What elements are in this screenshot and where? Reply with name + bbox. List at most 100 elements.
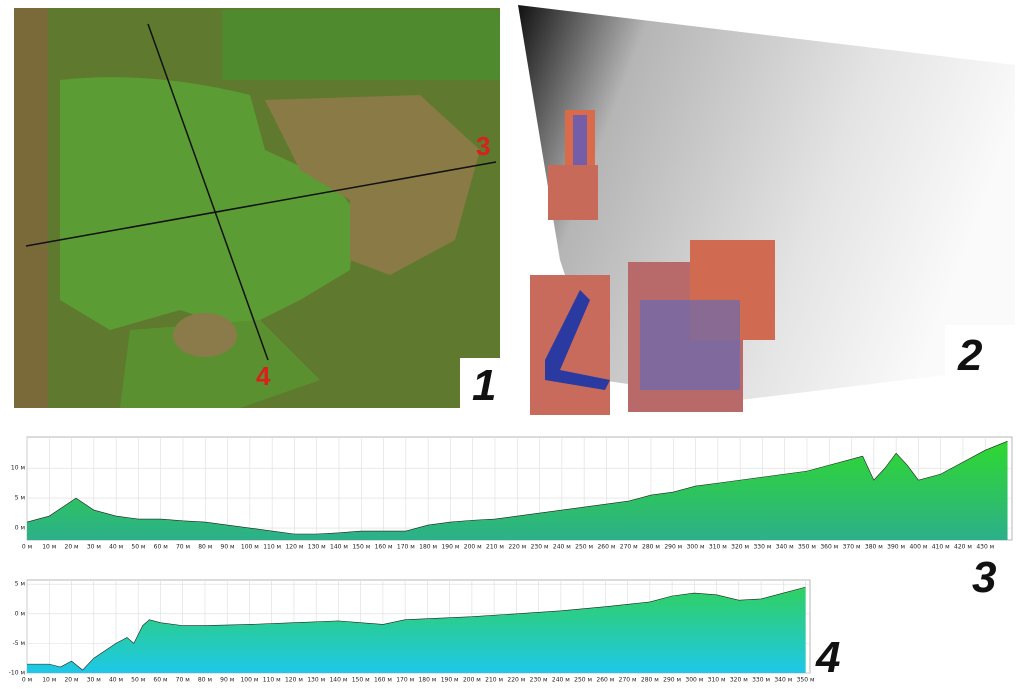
x-tick-label: 170 м: [396, 677, 414, 684]
x-tick-label: 430 м: [976, 544, 994, 551]
x-tick-label: 370 м: [843, 544, 861, 551]
x-tick-label: 20 м: [64, 677, 78, 684]
x-tick-label: 190 м: [441, 544, 459, 551]
x-tick-label: 260 м: [597, 544, 615, 551]
x-tick-label: 400 м: [909, 544, 927, 551]
y-tick-label: 5 м: [15, 495, 25, 502]
x-tick-label: 110 м: [263, 677, 281, 684]
area: [27, 587, 806, 673]
x-tick-label: 210 м: [486, 544, 504, 551]
y-tick-label: 10 м: [11, 465, 25, 472]
x-tick-label: 280 м: [642, 544, 660, 551]
x-tick-label: 290 м: [663, 677, 681, 684]
x-tick-label: 20 м: [65, 544, 79, 551]
x-tick-label: 340 м: [776, 544, 794, 551]
area: [27, 441, 1008, 540]
x-tick-label: 380 м: [865, 544, 883, 551]
x-tick-label: 160 м: [374, 677, 392, 684]
x-tick-label: 80 м: [198, 544, 212, 551]
x-tick-label: 40 м: [109, 544, 123, 551]
x-tick-label: 120 м: [285, 544, 303, 551]
panel-label: 3: [972, 553, 996, 602]
x-tick-label: 360 м: [820, 544, 838, 551]
x-tick-label: 190 м: [441, 677, 459, 684]
x-tick-label: 270 м: [620, 544, 638, 551]
x-tick-label: 50 м: [131, 677, 145, 684]
x-tick-label: 330 м: [752, 677, 770, 684]
x-tick-label: 220 м: [507, 677, 525, 684]
x-tick-label: 30 м: [87, 544, 101, 551]
x-tick-label: 250 м: [575, 544, 593, 551]
aerial-photo: 3 4: [14, 8, 500, 408]
x-tick-label: 180 м: [419, 544, 437, 551]
x-tick-label: 350 м: [798, 544, 816, 551]
panel-label: 1: [472, 361, 496, 410]
x-tick-label: 90 м: [220, 677, 234, 684]
y-tick-label: 0 м: [15, 525, 25, 532]
x-tick-label: 150 м: [352, 544, 370, 551]
x-tick-label: 110 м: [263, 544, 281, 551]
y-tick-label: -5 м: [13, 640, 25, 647]
y-tick-label: -10 м: [9, 670, 25, 677]
x-tick-label: 270 м: [619, 677, 637, 684]
x-tick-label: 410 м: [932, 544, 950, 551]
x-tick-label: 50 м: [131, 544, 145, 551]
geophysics-map: [518, 5, 1015, 415]
x-tick-label: 0 м: [22, 677, 32, 684]
x-tick-label: 130 м: [307, 677, 325, 684]
x-tick-label: 0 м: [22, 544, 32, 551]
x-tick-label: 140 м: [330, 544, 348, 551]
x-tick-label: 300 м: [687, 544, 705, 551]
x-tick-label: 10 м: [42, 677, 56, 684]
x-tick-label: 100 м: [240, 677, 258, 684]
x-tick-label: 220 м: [508, 544, 526, 551]
x-tick-label: 100 м: [241, 544, 259, 551]
x-tick-label: 60 м: [153, 677, 167, 684]
x-tick-label: 230 м: [531, 544, 549, 551]
x-tick-label: 390 м: [887, 544, 905, 551]
x-tick-label: 140 м: [329, 677, 347, 684]
x-tick-label: 240 м: [553, 544, 571, 551]
x-tick-label: 240 м: [552, 677, 570, 684]
x-tick-label: 70 м: [176, 544, 190, 551]
x-tick-label: 310 м: [709, 544, 727, 551]
x-tick-label: 70 м: [176, 677, 190, 684]
x-tick-label: 40 м: [109, 677, 123, 684]
x-tick-label: 420 м: [954, 544, 972, 551]
x-tick-label: 260 м: [596, 677, 614, 684]
x-tick-label: 210 м: [485, 677, 503, 684]
profile-line: [27, 586, 806, 671]
x-tick-label: 120 м: [285, 677, 303, 684]
y-tick-label: 5 м: [15, 581, 25, 588]
x-tick-label: 250 м: [574, 677, 592, 684]
x-tick-label: 280 м: [641, 677, 659, 684]
x-tick-label: 160 м: [375, 544, 393, 551]
x-tick-label: 90 м: [221, 544, 235, 551]
x-tick-label: 180 м: [418, 677, 436, 684]
x-tick-label: 320 м: [731, 544, 749, 551]
x-tick-label: 330 м: [753, 544, 771, 551]
x-tick-label: 10 м: [42, 544, 56, 551]
x-tick-label: 340 м: [774, 677, 792, 684]
panel-label: 2: [957, 331, 983, 380]
x-tick-label: 200 м: [464, 544, 482, 551]
y-tick-label: 0 м: [15, 610, 25, 617]
x-tick-label: 130 м: [308, 544, 326, 551]
photo-marker: 4: [256, 361, 271, 391]
x-tick-label: 290 м: [664, 544, 682, 551]
x-tick-label: 320 м: [730, 677, 748, 684]
x-tick-label: 30 м: [87, 677, 101, 684]
x-tick-label: 60 м: [154, 544, 168, 551]
x-tick-label: 300 м: [685, 677, 703, 684]
x-tick-label: 350 м: [797, 677, 815, 684]
photo-marker: 3: [476, 131, 490, 161]
x-tick-label: 200 м: [463, 677, 481, 684]
x-tick-label: 80 м: [198, 677, 212, 684]
profile-line: [26, 440, 1008, 535]
x-tick-label: 170 м: [397, 544, 415, 551]
x-tick-label: 230 м: [530, 677, 548, 684]
panel-label: 4: [815, 633, 840, 682]
x-tick-label: 310 м: [708, 677, 726, 684]
x-tick-label: 150 м: [352, 677, 370, 684]
